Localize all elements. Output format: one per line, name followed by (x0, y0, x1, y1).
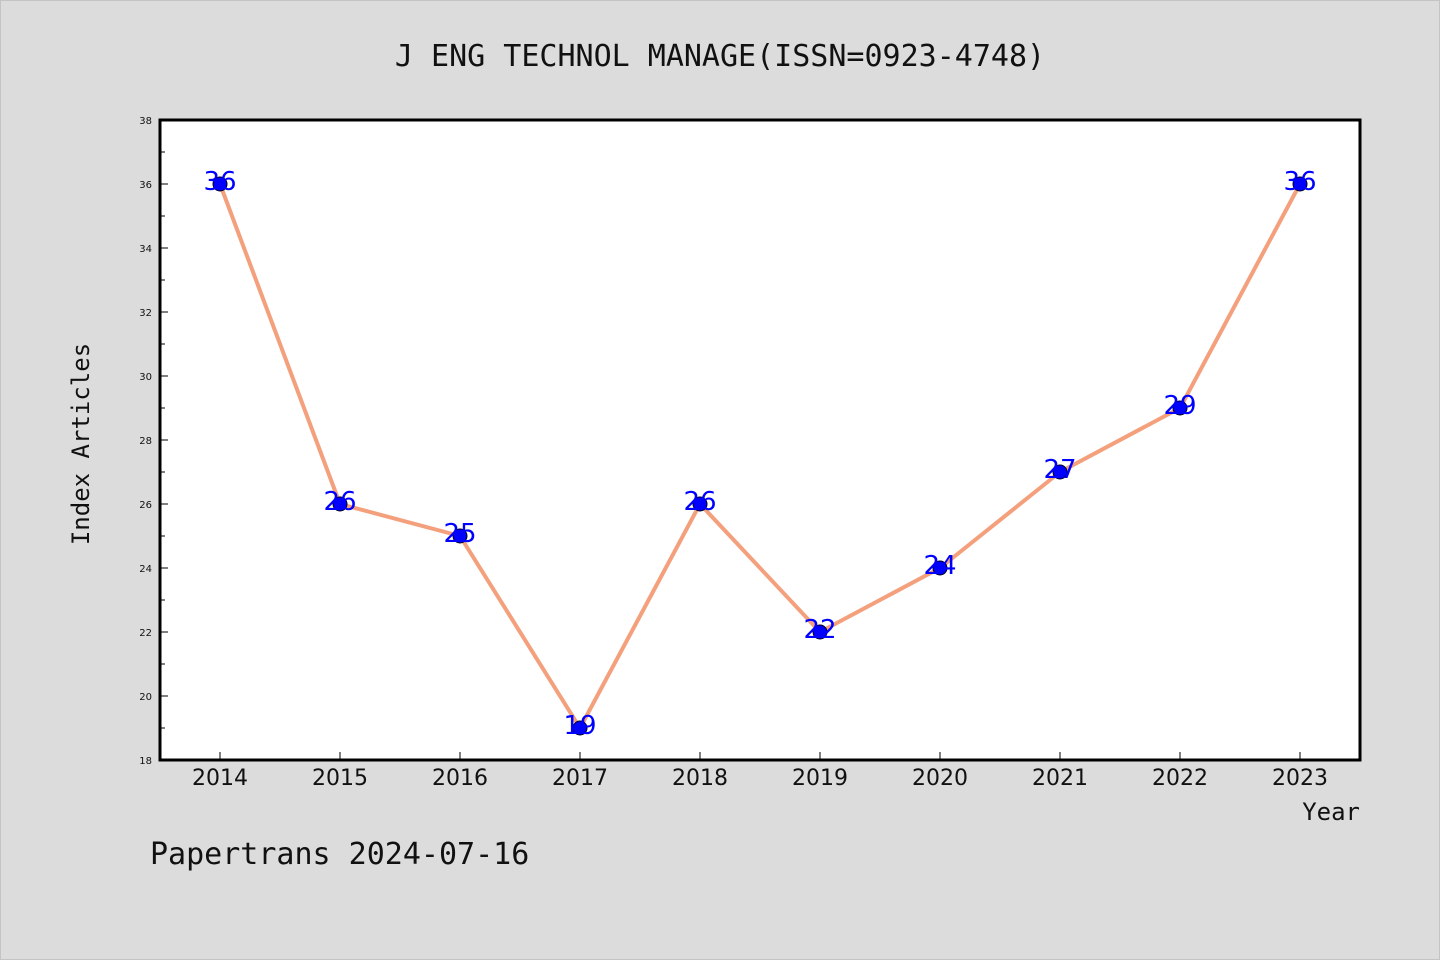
data-point (572, 720, 588, 736)
data-point (332, 496, 348, 512)
y-tick-label: 18 (139, 756, 152, 767)
y-tick-label: 32 (139, 308, 152, 319)
x-axis: 2014 2015 2016 2017 2018 2019 2020 2021 2022 2023 (192, 752, 1328, 791)
x-tick-label: 2023 (1272, 766, 1328, 791)
x-tick-label: 2015 (312, 766, 368, 791)
series-group (212, 176, 1308, 736)
data-label: 19 (563, 711, 596, 741)
data-label: 26 (323, 487, 356, 517)
data-labels: 36 26 25 19 26 22 24 27 29 36 (203, 167, 1316, 741)
data-point (932, 560, 948, 576)
y-tick-label: 38 (139, 116, 152, 127)
y-tick-label: 26 (139, 500, 152, 511)
x-tick-label: 2022 (1152, 766, 1208, 791)
data-point (1292, 176, 1308, 192)
data-point (1172, 400, 1188, 416)
y-tick-label: 20 (139, 692, 152, 703)
plot-area (158, 118, 1362, 762)
y-tick-label: 24 (139, 564, 152, 575)
series-line (218, 183, 1302, 730)
data-label: 36 (1283, 167, 1316, 197)
footer-credit: Papertrans 2024-07-16 (150, 837, 529, 872)
data-label: 24 (923, 551, 956, 581)
data-point (812, 624, 828, 640)
data-point (212, 176, 228, 192)
x-tick-label: 2017 (552, 766, 608, 791)
x-tick-label: 2021 (1032, 766, 1088, 791)
y-axis-title: Index Articles (67, 343, 95, 545)
data-label: 27 (1043, 455, 1076, 485)
data-point (452, 528, 468, 544)
x-tick-label: 2019 (792, 766, 848, 791)
y-tick-label: 28 (139, 436, 152, 447)
x-tick-label: 2020 (912, 766, 968, 791)
x-tick-label: 2018 (672, 766, 728, 791)
x-tick-label: 2016 (432, 766, 488, 791)
data-label: 22 (803, 615, 836, 645)
data-label: 26 (683, 487, 716, 517)
x-tick-label: 2014 (192, 766, 248, 791)
x-axis-title: Year (1302, 798, 1360, 826)
y-tick-label: 30 (139, 372, 152, 383)
y-tick-label: 34 (139, 244, 152, 255)
data-label: 25 (443, 519, 476, 549)
data-label: 29 (1163, 391, 1196, 421)
data-point (1052, 464, 1068, 480)
chart-title: J ENG TECHNOL MANAGE(ISSN=0923-4748) (395, 39, 1045, 74)
y-tick-label: 22 (139, 628, 152, 639)
y-tick-label: 36 (139, 180, 152, 191)
data-label: 36 (203, 167, 236, 197)
y-axis: 18 20 22 24 26 28 30 32 34 36 38 (139, 116, 168, 767)
data-point (692, 496, 708, 512)
